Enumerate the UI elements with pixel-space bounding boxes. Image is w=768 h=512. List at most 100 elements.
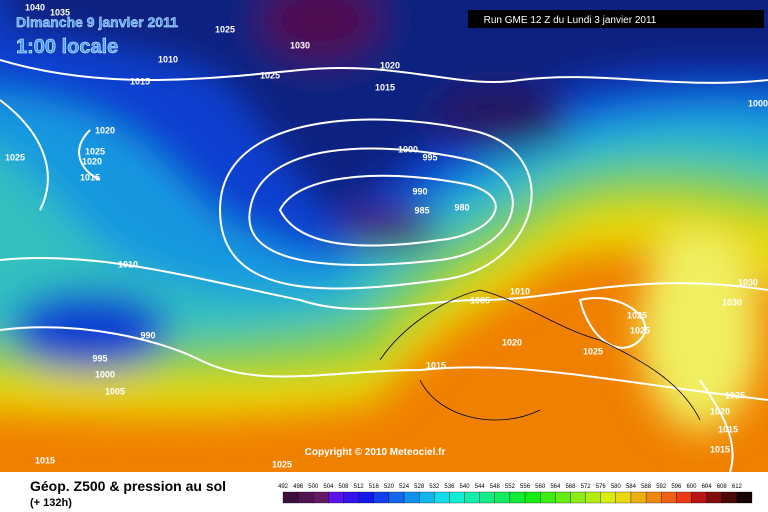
scale-cell	[494, 491, 511, 504]
scale-cell	[524, 491, 541, 504]
isobar-label: 1020	[502, 337, 522, 347]
scale-cell	[419, 491, 435, 504]
scale-label: 556	[520, 484, 531, 490]
scale-label: 520	[384, 484, 395, 490]
isobar-label: 1015	[710, 444, 730, 454]
scale-label: 548	[490, 484, 501, 490]
scale-label: 600	[686, 484, 697, 490]
scale-cell	[570, 491, 586, 504]
scale-cell	[343, 491, 359, 504]
scale-label: 524	[399, 484, 410, 490]
scale-label: 492	[278, 484, 289, 490]
isobar-label: 1035	[50, 7, 70, 17]
scale-cell	[676, 491, 692, 504]
isobar-label: 1015	[426, 360, 446, 370]
scale-label: 604	[702, 484, 713, 490]
isobar-label: 990	[140, 330, 155, 340]
scale-label: 536	[444, 484, 455, 490]
isobar-label: 995	[92, 353, 107, 363]
isobar-label: 1025	[630, 325, 650, 335]
scale-cell	[358, 491, 374, 504]
scale-label: 504	[323, 484, 334, 490]
scale-label: 612	[732, 484, 743, 490]
isobar-label: 1025	[85, 146, 105, 156]
scale-cell	[600, 491, 616, 504]
scale-cell	[449, 491, 465, 504]
date: Dimanche 9 janvier 2011	[16, 14, 178, 30]
isobar-label: 1010	[510, 286, 530, 296]
isobar-label: 1005	[105, 386, 125, 396]
isobar-label: 1025	[583, 346, 603, 356]
isobar-label: 1005	[470, 295, 490, 305]
scale-cell	[403, 491, 420, 504]
scale-label: 516	[369, 484, 380, 490]
isobar-label: 1040	[25, 2, 45, 12]
isobar-label: 1010	[118, 259, 138, 269]
scale-label: 540	[460, 484, 471, 490]
copyright: Copyright © 2010 Meteociel.fr	[305, 447, 446, 458]
scale-cell	[630, 491, 647, 504]
isobar-label: 985	[414, 205, 429, 215]
scale-cell	[555, 491, 571, 504]
scale-cell	[388, 491, 405, 504]
scale-cell	[645, 491, 662, 504]
scale-cell	[282, 491, 299, 504]
scale-cell	[434, 491, 450, 504]
isobar-label: 1025	[627, 310, 647, 320]
scale-cell	[615, 491, 632, 504]
scale-label: 596	[671, 484, 682, 490]
scale-label: 576	[596, 484, 607, 490]
isobar-label: 1030	[722, 297, 742, 307]
legend-title: Géop. Z500 & pression au sol	[30, 478, 226, 494]
scale-label: 608	[717, 484, 728, 490]
isobar-label: 980	[454, 202, 469, 212]
scale-cell	[721, 491, 738, 504]
isobar-label: 1025	[5, 152, 25, 162]
isobar-label: 995	[422, 152, 437, 162]
isobar-labels: 1040 1035 1025 1030 1010 1020 1025 1015 1015 1000…	[5, 2, 768, 469]
isobar-label: 1015	[80, 172, 100, 182]
isobar-label: 990	[412, 186, 427, 196]
isobar-label: 1015	[375, 82, 395, 92]
map-field	[0, 0, 768, 472]
isobar-label: 1010	[158, 54, 178, 64]
scale-cell	[328, 491, 344, 504]
scale-label: 564	[550, 484, 561, 490]
scale-label: 584	[626, 484, 637, 490]
scale-label: 508	[339, 484, 350, 490]
scale-label: 532	[429, 484, 440, 490]
scale-cell	[464, 491, 480, 504]
isobar-label: 1000	[748, 98, 768, 108]
scale-label: 552	[505, 484, 516, 490]
run-info: Run GME 12 Z du Lundi 3 janvier 2011	[484, 15, 657, 26]
lead-time: (+ 132h)	[30, 497, 72, 509]
scale-cell	[706, 491, 722, 504]
isobar-label: 1025	[272, 459, 292, 469]
isobar-label: 1020	[710, 406, 730, 416]
isobar-label: 1020	[380, 60, 400, 70]
run-box	[468, 10, 764, 28]
scale-cell	[297, 491, 314, 504]
time: 1:00 locale	[16, 36, 118, 58]
scale-label: 544	[475, 484, 486, 490]
isobar-label: 1025	[725, 390, 745, 400]
scale-cell	[661, 491, 677, 504]
scale-label: 496	[293, 484, 304, 490]
isobar-label: 1000	[398, 144, 418, 154]
scale-cell	[479, 491, 495, 504]
scale-label: 528	[414, 484, 425, 490]
isobar-label: 1025	[215, 24, 235, 34]
scale-label: 560	[535, 484, 546, 490]
scale-label: 500	[308, 484, 319, 490]
isobar-label: 1015	[130, 76, 150, 86]
scale-cell	[509, 491, 526, 504]
scale-label: 512	[354, 484, 365, 490]
scale-cell	[691, 491, 707, 504]
isobar-label: 1000	[95, 369, 115, 379]
color-scale: 492 496 500 504 508 512 516 520 524 528 532 536 540 5…	[278, 484, 753, 504]
isobar-label: 1015	[718, 424, 738, 434]
scale-label: 592	[656, 484, 667, 490]
isobar-label: 1030	[290, 40, 310, 50]
scale-label: 572	[581, 484, 592, 490]
isobar-label: 1020	[95, 125, 115, 135]
